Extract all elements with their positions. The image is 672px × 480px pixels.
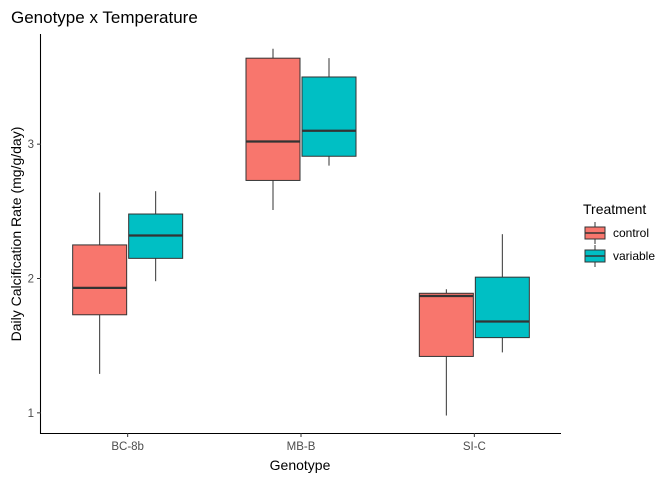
legend-item-control: control	[584, 222, 649, 244]
y-axis-title: Daily Calcification Rate (mg/g/day)	[8, 127, 24, 342]
x-tick-label: BC-8b	[111, 441, 144, 453]
legend-title: Treatment	[583, 201, 646, 217]
y-axis-ticks: 1 2 3	[28, 139, 41, 420]
box-iqr	[301, 76, 357, 157]
box-control-BC-8b	[72, 192, 128, 374]
y-tick-label: 1	[28, 408, 34, 420]
x-tick-label: MB-B	[287, 441, 316, 453]
legend-item-variable: variable	[584, 245, 655, 267]
y-tick-label: 2	[28, 274, 34, 286]
legend: Treatment control variable	[583, 201, 655, 267]
legend-items: control variable	[584, 222, 655, 267]
box-iqr	[72, 244, 128, 316]
box-iqr	[474, 276, 530, 339]
box-iqr	[245, 57, 301, 181]
box-variable-MB-B	[301, 58, 357, 166]
y-tick-label: 3	[28, 139, 34, 151]
legend-label: control	[613, 226, 649, 240]
x-axis-ticks: BC-8b MB-B SI-C	[111, 433, 486, 453]
plot-area	[72, 48, 530, 416]
chart-title: Genotype x Temperature	[11, 8, 198, 27]
box-variable-SI-C	[474, 234, 530, 353]
x-axis-title: Genotype	[270, 457, 331, 473]
x-tick-label: SI-C	[463, 441, 486, 453]
box-variable-BC-8b	[128, 191, 184, 282]
box-control-SI-C	[418, 289, 474, 416]
box-iqr	[418, 292, 474, 357]
legend-label: variable	[613, 249, 655, 263]
box-control-MB-B	[245, 48, 301, 210]
